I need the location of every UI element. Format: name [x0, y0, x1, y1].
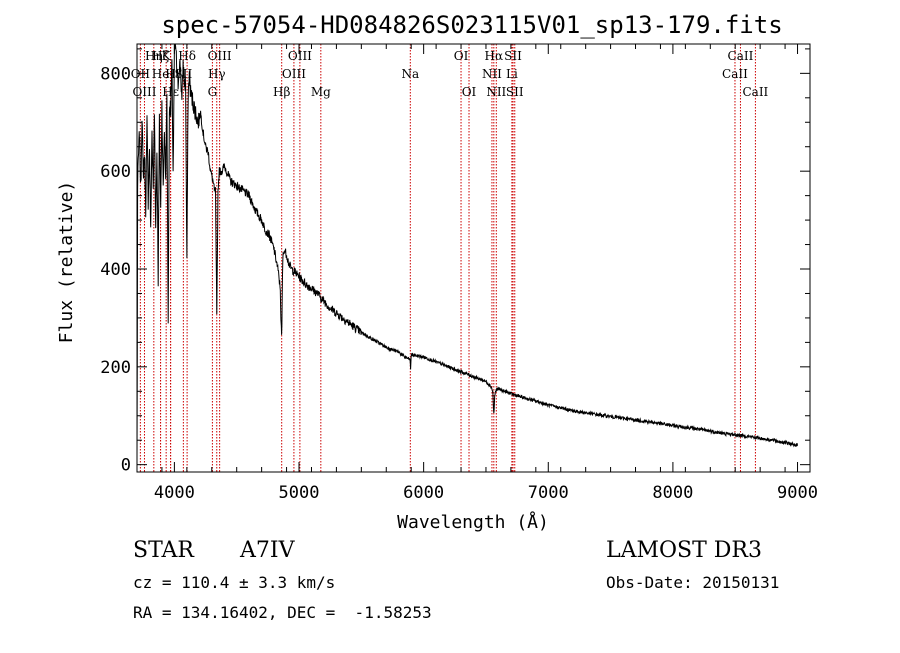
line-label: NII	[486, 85, 506, 99]
spectrum-series-line	[136, 43, 798, 455]
line-label: Hγ	[208, 67, 226, 81]
line-label: CaII	[722, 67, 748, 81]
line-label: He	[152, 67, 170, 81]
line-label: NII	[482, 67, 502, 81]
x-axis-ticks: 4000 5000 6000 7000 8000 9000	[136, 44, 818, 503]
y-axis-label: Flux (relative)	[56, 181, 77, 344]
y-tick-label: 200	[100, 358, 131, 378]
line-label: OIII	[282, 67, 306, 81]
line-label: SII	[504, 49, 522, 63]
line-label: CaII	[742, 85, 768, 99]
survey-name: LAMOST DR3	[606, 538, 762, 563]
x-tick-label: 5000	[279, 483, 320, 503]
line-label: OI	[462, 85, 477, 99]
line-label: Na	[401, 67, 419, 81]
x-tick-label: 8000	[652, 483, 693, 503]
line-label: OIII	[288, 49, 312, 63]
line-label: OIII	[132, 85, 156, 99]
line-markers	[139, 44, 756, 472]
line-label: Hδ	[178, 49, 196, 63]
y-tick-label: 400	[100, 260, 131, 280]
y-tick-label: 600	[100, 162, 131, 182]
x-tick-label: 7000	[528, 483, 569, 503]
x-tick-label: 9000	[777, 483, 818, 503]
line-label: Hη	[145, 49, 163, 63]
line-label: G	[208, 85, 218, 99]
obs-date-text: Obs-Date: 20150131	[606, 573, 780, 592]
object-class: STAR	[133, 538, 194, 563]
y-tick-label: 800	[100, 64, 131, 84]
line-label: H	[165, 67, 175, 81]
line-label: OI	[454, 49, 469, 63]
x-tick-label: 6000	[403, 483, 444, 503]
line-label: Hα	[485, 49, 504, 63]
chart-title: spec-57054-HD084826S023115V01_sp13-179.f…	[161, 11, 782, 39]
line-label: CaII	[728, 49, 754, 63]
line-label: OIII	[208, 49, 232, 63]
coordinates-text: RA = 134.16402, DEC = -1.58253	[133, 603, 432, 622]
redshift-text: cz = 110.4 ± 3.3 km/s	[133, 573, 336, 592]
x-axis-label: Wavelength (Å)	[397, 511, 549, 533]
line-label: SII	[506, 85, 524, 99]
plot-frame	[136, 43, 811, 473]
y-axis-ticks: 0 200 400 600 800	[100, 48, 810, 476]
line-label: K	[162, 49, 172, 63]
x-tick-label: 4000	[154, 483, 195, 503]
line-label: OII	[131, 67, 151, 81]
line-label: Mg	[311, 85, 331, 99]
line-label: Hζ	[152, 49, 169, 63]
line-label: Li	[506, 67, 518, 81]
object-subclass: A7IV	[240, 538, 295, 563]
y-tick-label: 0	[121, 456, 131, 476]
line-label: Hβ	[273, 85, 290, 99]
